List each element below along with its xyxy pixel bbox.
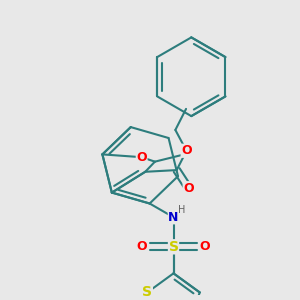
Text: S: S — [169, 240, 178, 254]
Text: N: N — [168, 211, 179, 224]
Text: O: O — [183, 182, 194, 195]
Text: O: O — [137, 240, 147, 253]
Text: H: H — [178, 206, 185, 215]
Text: O: O — [200, 240, 210, 253]
Text: O: O — [136, 151, 147, 164]
Text: S: S — [142, 285, 152, 299]
Text: O: O — [181, 144, 192, 157]
